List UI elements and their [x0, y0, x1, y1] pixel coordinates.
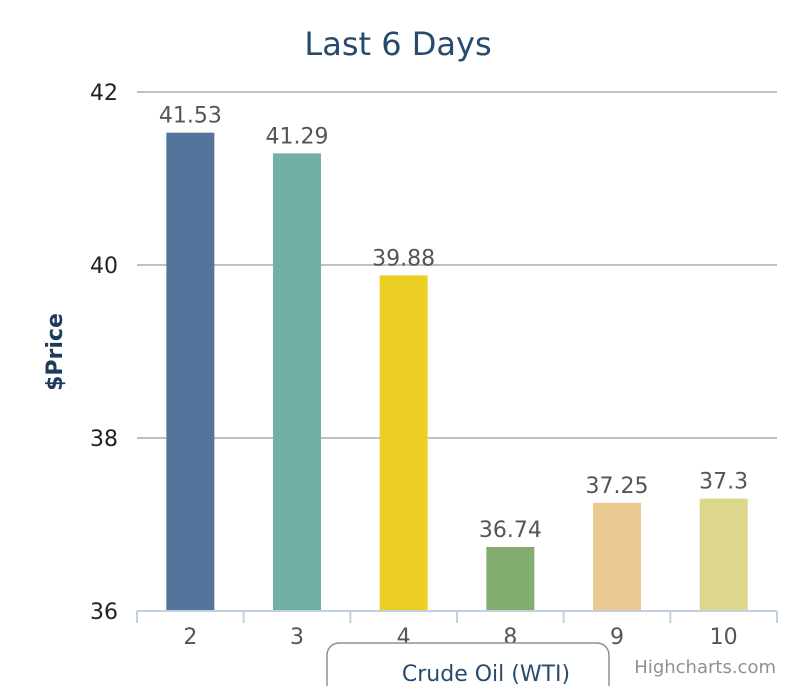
- data-label: 36.74: [479, 518, 542, 543]
- data-labels: 41.53 41.29 39.88 36.74 37.25 37.3: [159, 104, 748, 543]
- data-label: 41.53: [159, 104, 222, 129]
- y-axis-ticks: 36 38 40 42: [90, 81, 118, 625]
- data-label: 41.29: [266, 124, 329, 149]
- data-label: 37.3: [699, 470, 748, 495]
- bar-2[interactable]: [166, 132, 215, 611]
- data-label: 37.25: [586, 474, 649, 499]
- gridlines: [137, 91, 777, 439]
- x-tick-label: 10: [710, 625, 738, 650]
- bar-10[interactable]: [699, 498, 748, 611]
- y-tick-label: 42: [90, 81, 118, 106]
- bar-9[interactable]: [593, 502, 641, 611]
- bar-3[interactable]: [273, 153, 321, 612]
- legend-box: [326, 642, 610, 686]
- bar-4[interactable]: [379, 275, 428, 611]
- y-tick-label: 38: [90, 427, 118, 452]
- y-tick-label: 40: [90, 254, 118, 279]
- credits-link[interactable]: Highcharts.com: [634, 657, 776, 678]
- bars: [166, 132, 748, 612]
- chart-title: Last 6 Days: [304, 25, 491, 63]
- x-tick-label: 3: [290, 625, 304, 650]
- data-label: 39.88: [372, 246, 435, 271]
- x-tick-label: 9: [610, 625, 624, 650]
- legend-item-crude-oil[interactable]: Crude Oil (WTI): [402, 662, 570, 686]
- bar-8[interactable]: [486, 546, 535, 611]
- y-tick-label: 36: [90, 600, 118, 625]
- y-axis-title: $Price: [43, 313, 68, 391]
- x-tick-label: 2: [183, 625, 197, 650]
